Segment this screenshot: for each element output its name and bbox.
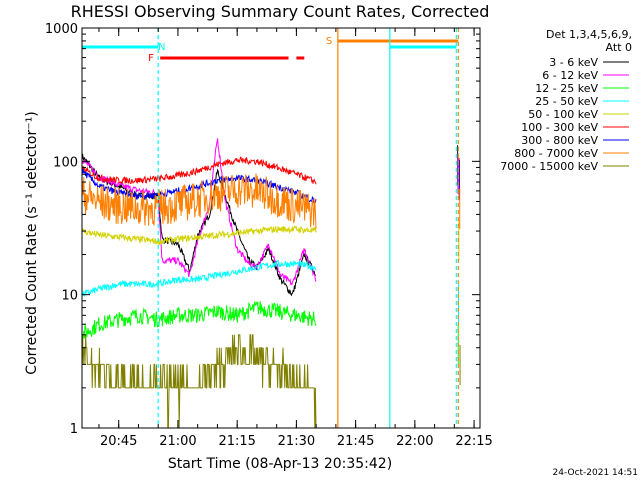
legend-entry-label: 25 - 50 keV — [535, 95, 598, 108]
flag-f-label: F — [148, 53, 154, 64]
legend-entry-label: 50 - 100 keV — [528, 108, 598, 121]
series-0-line — [81, 153, 316, 297]
x-tick-label: 21:15 — [218, 434, 255, 449]
legend-entry-label: 3 - 6 keV — [549, 56, 598, 69]
y-tick-label: 10 — [61, 289, 78, 304]
x-axis-label: Start Time (08-Apr-13 20:35:42) — [168, 456, 392, 472]
data-layer — [81, 138, 461, 429]
x-tick-label: 20:45 — [100, 434, 137, 449]
flag-layer: NF S — [82, 36, 459, 64]
x-tick-label: 21:00 — [159, 434, 196, 449]
y-tick-label: 1000 — [45, 22, 78, 37]
x-tick-label: 21:45 — [337, 434, 374, 449]
series-5-line — [81, 156, 317, 185]
x-tick-label: 21:30 — [278, 434, 315, 449]
flag-s-label: S — [326, 36, 332, 47]
legend-header: Det 1,3,4,5,6,9, — [546, 28, 632, 41]
legend-entry-label: 100 - 300 keV — [521, 121, 598, 134]
legend-entry-label: 6 - 12 keV — [542, 69, 598, 82]
chart-title: RHESSI Observing Summary Count Rates, Co… — [71, 2, 490, 21]
x-tick-label: 22:00 — [396, 434, 433, 449]
series-8-line — [81, 334, 317, 429]
legend-entry-label: 7000 - 15000 keV — [500, 160, 598, 173]
series-7-line — [81, 173, 317, 230]
series-3-line — [81, 259, 317, 297]
flag-n-label: N — [158, 42, 165, 53]
legend-header: Att 0 — [606, 41, 632, 54]
axes: 20:45 21:00 21:15 21:30 21:45 22:00 22:15 1 10 10… — [45, 22, 493, 449]
plot-frame — [81, 27, 481, 429]
legend-entry-label: 12 - 25 keV — [535, 82, 598, 95]
legend-entry-label: 300 - 800 keV — [521, 134, 598, 147]
legend-entry-label: 800 - 7000 keV — [514, 147, 598, 160]
series-2-line — [81, 301, 317, 342]
y-tick-label: 100 — [53, 155, 78, 170]
series-4-line — [81, 225, 317, 246]
timestamp: 24-Oct-2021 14:51 — [553, 468, 638, 478]
y-tick-label: 1 — [70, 422, 78, 437]
y-axis-label: Corrected Count Rate (s⁻¹ detector⁻¹) — [24, 111, 40, 374]
vertical-lines — [157, 28, 459, 428]
x-tick-label: 22:15 — [455, 434, 492, 449]
